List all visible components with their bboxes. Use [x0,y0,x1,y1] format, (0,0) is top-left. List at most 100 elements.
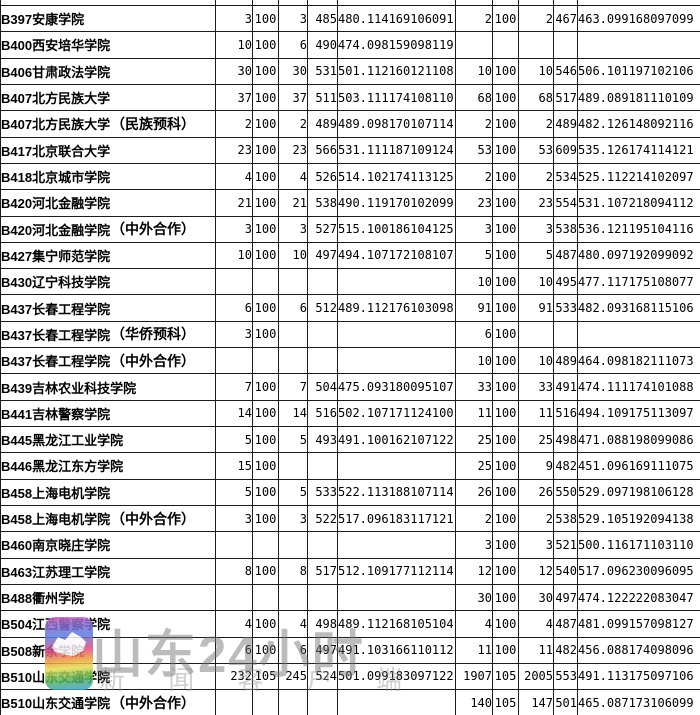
batch2-count: 10 [455,57,493,85]
batch1-max-score: 566 [307,136,338,164]
batch2-count: 68 [455,83,493,112]
table-row: B430辽宁科技学院 10 100 10 495 477.11717510807… [0,268,700,296]
batch2-max-score: 533 [553,294,578,322]
batch1-count: 37 [215,83,253,112]
batch1-admitted [278,583,308,612]
batch2-max-score: 546 [553,57,578,85]
batch1-count: 3 [215,4,253,33]
table-row: B446黑龙江东方学院 15 100 25 100 9 482 451.0961… [0,452,700,480]
batch1-plan: 100 [252,57,279,85]
school-name-cell: B445黑龙江工业学院 [0,425,216,454]
batch2-avg-score: 506.101197102106 [577,57,700,85]
batch2-plan [492,31,519,59]
batch2-max-score: 487 [553,241,578,270]
batch1-admitted: 7 [278,373,308,401]
batch2-avg-score: 456.088174098096 [577,636,700,664]
batch2-avg-score: 465.087173106099 [577,689,700,715]
batch2-avg-score [577,31,700,59]
batch2-count: 53 [455,136,493,164]
batch2-plan: 105 [492,662,519,691]
school-name-cell: B510山东交通学院 [0,662,216,691]
school-name: B407北方民族大学 [1,91,111,107]
batch2-max-score: 495 [553,268,578,296]
batch1-max-score: 511 [307,83,338,112]
school-annotation: （中外合作） [111,352,195,369]
batch1-count: 21 [215,189,253,217]
batch1-count: 10 [215,241,253,270]
batch2-avg-score: 463.099168097099 [577,4,700,33]
batch2-plan: 100 [492,557,519,585]
table-row: B504江西警察学院 4 100 4 498 489.112168105104 … [0,610,700,638]
batch1-count: 15 [215,452,253,480]
batch1-admitted [278,689,308,715]
batch2-admitted [518,320,554,349]
batch1-plan: 100 [252,189,279,217]
school-name: B400西安培华学院 [1,38,111,54]
batch1-count: 30 [215,57,253,85]
batch2-max-score: 482 [553,636,578,664]
table-row: B400西安培华学院 10 100 6 490 474.098159098119 [0,31,700,59]
batch2-count: 10 [455,347,493,375]
batch1-max-score: 497 [307,241,338,270]
table-row: B510山东交通学院 232 105 245 524 501.099183097… [0,662,700,691]
batch1-count: 5 [215,425,253,454]
batch1-plan: 100 [252,399,279,428]
batch2-admitted: 2005 [518,662,554,691]
school-name: B458上海电机学院 [1,485,111,501]
batch1-max-score: 524 [307,662,338,691]
batch2-max-score: 487 [553,610,578,638]
batch1-admitted: 8 [278,557,308,585]
batch1-admitted [278,347,308,375]
table-row: B460南京晓庄学院 3 100 3 521 500.116171103110 [0,531,700,559]
table-row: B445黑龙江工业学院 5 100 5 493 491.100162107122… [0,425,700,454]
table-row: B510山东交通学院 （中外合作） 140 105 147 501 465.08… [0,689,700,715]
batch2-max-score: 540 [553,557,578,585]
batch2-admitted: 11 [518,399,554,428]
batch1-count [215,268,253,296]
school-name: B463江苏理工学院 [1,564,111,580]
batch1-max-score [307,689,338,715]
batch1-plan: 100 [252,110,279,138]
batch1-admitted: 6 [278,636,308,664]
batch2-avg-score: 474.122222083047 [577,583,700,612]
batch2-plan: 100 [492,452,519,480]
school-name: B427集宁师范学院 [1,248,111,264]
batch2-count: 140 [455,689,493,715]
table-row: B407北方民族大学 （民族预科） 2 100 2 489 489.098170… [0,110,700,138]
batch2-plan: 100 [492,189,519,217]
batch2-count: 1907 [455,662,493,691]
batch1-admitted [278,452,308,480]
batch1-admitted: 23 [278,136,308,164]
school-name-cell: B437长春工程学院 （中外合作） [0,347,216,375]
batch2-count: 23 [455,189,493,217]
school-name-cell: B430辽宁科技学院 [0,268,216,296]
batch1-avg-score [337,689,456,715]
batch1-avg-score [337,452,456,480]
table-row: B508新余学院 6 100 6 497 491.103166110112 11… [0,636,700,664]
school-name: B418北京城市学院 [1,170,111,186]
batch2-max-score: 497 [553,583,578,612]
batch1-max-score: 490 [307,31,338,59]
batch1-count: 3 [215,320,253,349]
batch2-admitted: 33 [518,373,554,401]
school-name: B437长春工程学院 [1,354,111,370]
batch1-avg-score [337,583,456,612]
batch2-plan: 100 [492,294,519,322]
batch2-plan: 100 [492,531,519,559]
batch2-avg-score: 482.126148092116 [577,110,700,138]
school-annotation: （中外合作） [111,221,195,238]
batch2-avg-score: 531.107218094112 [577,189,700,217]
batch2-plan: 100 [492,347,519,375]
batch2-avg-score: 480.097192099092 [577,241,700,270]
batch1-admitted: 3 [278,4,308,33]
table-row: B441吉林警察学院 14 100 14 516 502.10717112410… [0,399,700,428]
batch1-plan [252,347,279,375]
batch2-max-score: 489 [553,110,578,138]
school-name-cell: B458上海电机学院 [0,478,216,506]
batch1-admitted: 5 [278,478,308,506]
batch1-count [215,689,253,715]
batch2-avg-score: 529.105192094138 [577,504,700,533]
batch2-plan: 100 [492,425,519,454]
batch2-admitted: 53 [518,136,554,164]
batch2-avg-score: 535.126174114121 [577,136,700,164]
